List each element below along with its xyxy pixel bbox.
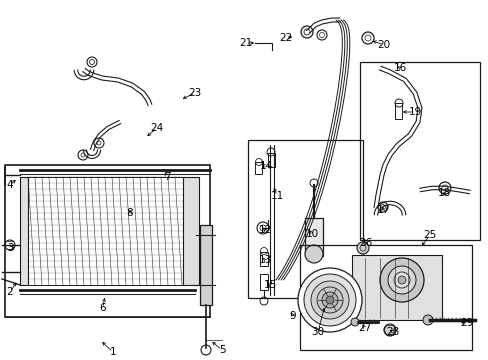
Text: 9: 9 — [289, 311, 296, 321]
Bar — [260, 252, 267, 266]
Circle shape — [310, 281, 348, 319]
Circle shape — [304, 274, 355, 326]
Text: 1: 1 — [109, 347, 116, 357]
Bar — [254, 162, 262, 174]
Text: 7: 7 — [163, 172, 170, 182]
Bar — [183, 177, 199, 285]
Circle shape — [325, 296, 333, 304]
Text: 15: 15 — [263, 280, 276, 290]
Bar — [359, 62, 479, 240]
Circle shape — [305, 245, 323, 263]
Bar — [260, 274, 267, 290]
Text: 3: 3 — [7, 243, 13, 253]
Text: 2: 2 — [7, 287, 13, 297]
Text: 29: 29 — [459, 318, 473, 328]
Circle shape — [297, 268, 361, 332]
Text: 22: 22 — [279, 33, 292, 43]
Text: 14: 14 — [259, 161, 272, 171]
Circle shape — [316, 287, 342, 313]
Text: 5: 5 — [218, 345, 225, 355]
Bar — [200, 225, 212, 305]
Text: 19: 19 — [407, 107, 421, 117]
Text: 13: 13 — [258, 255, 271, 265]
Text: 18: 18 — [436, 188, 450, 198]
Text: 23: 23 — [188, 88, 201, 98]
Text: 25: 25 — [423, 230, 436, 240]
Bar — [394, 103, 401, 119]
Text: 16: 16 — [392, 63, 406, 73]
Text: 8: 8 — [126, 208, 133, 218]
Circle shape — [379, 258, 423, 302]
Circle shape — [383, 324, 395, 336]
Text: 12: 12 — [258, 225, 271, 235]
Bar — [267, 153, 274, 167]
Text: 27: 27 — [358, 323, 371, 333]
Bar — [305, 218, 323, 256]
Circle shape — [393, 272, 409, 288]
Text: 4: 4 — [7, 180, 13, 190]
Text: 10: 10 — [305, 229, 318, 239]
Bar — [5, 165, 209, 317]
Text: 21: 21 — [239, 38, 252, 48]
Text: 20: 20 — [377, 40, 390, 50]
Bar — [20, 177, 28, 285]
Text: 28: 28 — [386, 327, 399, 337]
Text: 24: 24 — [150, 123, 163, 133]
Text: 6: 6 — [100, 303, 106, 313]
Circle shape — [397, 276, 405, 284]
Text: 26: 26 — [359, 238, 372, 248]
Circle shape — [350, 318, 358, 326]
Bar — [28, 177, 183, 285]
Text: 11: 11 — [270, 191, 283, 201]
Circle shape — [321, 292, 337, 308]
Text: 30: 30 — [311, 327, 324, 337]
Circle shape — [387, 266, 415, 294]
Bar — [247, 140, 362, 298]
Circle shape — [422, 315, 432, 325]
Bar — [299, 245, 471, 350]
Bar — [351, 255, 441, 320]
Circle shape — [356, 242, 368, 254]
Text: 17: 17 — [376, 205, 389, 215]
